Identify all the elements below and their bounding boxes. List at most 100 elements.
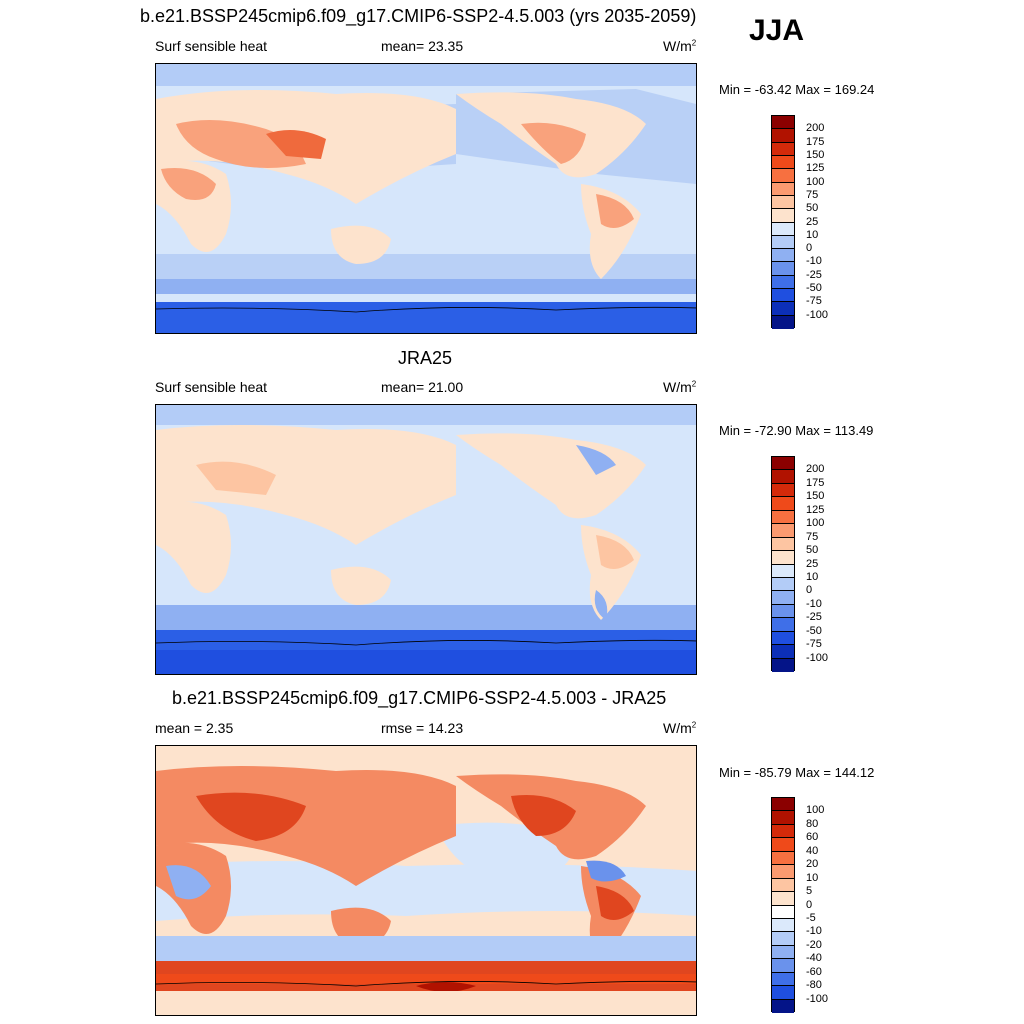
colorbar-tick-label: 50 [806, 544, 819, 557]
colorbar-tick-label: 150 [806, 148, 825, 161]
panel1-units: W/m2 [663, 38, 697, 54]
colorbar-swatch [772, 892, 794, 906]
colorbar-tick-label: -60 [806, 965, 822, 978]
colorbar-tick-label: -50 [806, 282, 822, 295]
panel2-map [155, 404, 697, 675]
colorbar-swatch [772, 142, 794, 156]
colorbar-swatch [772, 932, 794, 946]
colorbar-tick-label: 0 [806, 242, 813, 255]
colorbar-tick-label: -80 [806, 979, 822, 992]
colorbar-swatch [772, 155, 794, 170]
colorbar-swatch [772, 169, 794, 183]
colorbar-swatch [772, 289, 794, 303]
colorbar-swatch [772, 222, 794, 236]
colorbar-tick-label: 0 [806, 898, 813, 911]
colorbar-tick-label: -100 [806, 308, 829, 321]
panel1-map [155, 63, 697, 334]
colorbar-swatch [772, 811, 794, 825]
colorbar-swatch [772, 918, 794, 933]
colorbar-tick-label: -20 [806, 938, 822, 951]
panel1-minmax: Min = -63.42 Max = 169.24 [719, 82, 875, 97]
panel1-mean-label: mean= 23.35 [381, 38, 464, 54]
colorbar-swatch [772, 972, 794, 987]
colorbar-swatch [772, 470, 794, 484]
colorbar-swatch [772, 999, 794, 1013]
colorbar-tick-label: -10 [806, 925, 822, 938]
colorbar-swatch [772, 878, 794, 893]
panel2-colorbar [771, 456, 795, 672]
colorbar-swatch [772, 249, 794, 263]
colorbar-swatch [772, 658, 794, 672]
colorbar-tick-label: 75 [806, 530, 819, 543]
colorbar-swatch [772, 262, 794, 276]
panel2-units: W/m2 [663, 379, 697, 395]
panel2-map-graphic [156, 405, 696, 674]
panel3-colorbar [771, 797, 795, 1013]
panel2-minmax: Min = -72.90 Max = 113.49 [719, 423, 874, 438]
panel3-rmse-label: rmse = 14.23 [381, 720, 464, 736]
panel3-mean-label: mean = 2.35 [155, 720, 234, 736]
panel2-title: JRA25 [398, 348, 453, 368]
colorbar-swatch [772, 483, 794, 498]
colorbar-swatch [772, 510, 794, 525]
colorbar-swatch [772, 129, 794, 143]
panel3-title: b.e21.BSSP245cmip6.f09_g17.CMIP6-SSP2-4.… [172, 688, 667, 708]
colorbar-swatch [772, 865, 794, 879]
colorbar-swatch [772, 537, 794, 552]
colorbar-tick-label: 100 [806, 804, 825, 817]
colorbar-swatch [772, 315, 794, 329]
colorbar-tick-label: 200 [806, 122, 825, 135]
colorbar-swatch [772, 986, 794, 1000]
colorbar-tick-label: 80 [806, 817, 819, 830]
colorbar-swatch [772, 457, 794, 471]
panel1-colorbar [771, 115, 795, 329]
colorbar-swatch [772, 905, 794, 919]
colorbar-tick-label: 0 [806, 584, 813, 597]
colorbar-swatch [772, 564, 794, 578]
colorbar-swatch [772, 275, 794, 290]
colorbar-swatch [772, 497, 794, 511]
colorbar-swatch [772, 551, 794, 565]
colorbar-tick-label: 100 [806, 175, 825, 188]
colorbar-tick-label: 100 [806, 517, 825, 530]
colorbar-tick-label: 10 [806, 228, 819, 241]
colorbar-swatch [772, 945, 794, 960]
colorbar-tick-label: 150 [806, 490, 825, 503]
colorbar-swatch [772, 302, 794, 316]
colorbar-swatch [772, 524, 794, 538]
colorbar-tick-label: -5 [806, 911, 816, 924]
panel3-map-graphic [156, 746, 696, 1015]
colorbar-tick-label: -25 [806, 268, 822, 281]
colorbar-swatch [772, 591, 794, 605]
colorbar-tick-label: 20 [806, 858, 819, 871]
colorbar-tick-label: -10 [806, 597, 822, 610]
panel3-minmax: Min = -85.79 Max = 144.12 [719, 765, 875, 780]
colorbar-tick-label: 5 [806, 885, 813, 898]
colorbar-swatch [772, 798, 794, 812]
panel1-variable-label: Surf sensible heat [155, 38, 268, 54]
colorbar-swatch [772, 116, 794, 130]
colorbar-tick-label: 50 [806, 202, 819, 215]
colorbar-swatch [772, 959, 794, 973]
colorbar-swatch [772, 851, 794, 866]
colorbar-swatch [772, 618, 794, 632]
colorbar-swatch [772, 824, 794, 839]
colorbar-tick-label: -100 [806, 651, 829, 664]
colorbar-tick-label: 25 [806, 215, 819, 228]
colorbar-swatch [772, 645, 794, 659]
colorbar-tick-label: 25 [806, 557, 819, 570]
colorbar-tick-label: -50 [806, 624, 822, 637]
panel3-map [155, 745, 697, 1016]
panel2-variable-label: Surf sensible heat [155, 379, 268, 395]
colorbar-swatch [772, 838, 794, 852]
colorbar-swatch [772, 577, 794, 592]
colorbar-tick-label: 60 [806, 831, 819, 844]
colorbar-swatch [772, 604, 794, 619]
colorbar-swatch [772, 195, 794, 210]
panel1-map-graphic [156, 64, 696, 333]
colorbar-swatch [772, 235, 794, 250]
colorbar-tick-label: 200 [806, 463, 825, 476]
colorbar-tick-label: 125 [806, 162, 825, 175]
colorbar-swatch [772, 209, 794, 223]
panel3-units: W/m2 [663, 720, 697, 736]
